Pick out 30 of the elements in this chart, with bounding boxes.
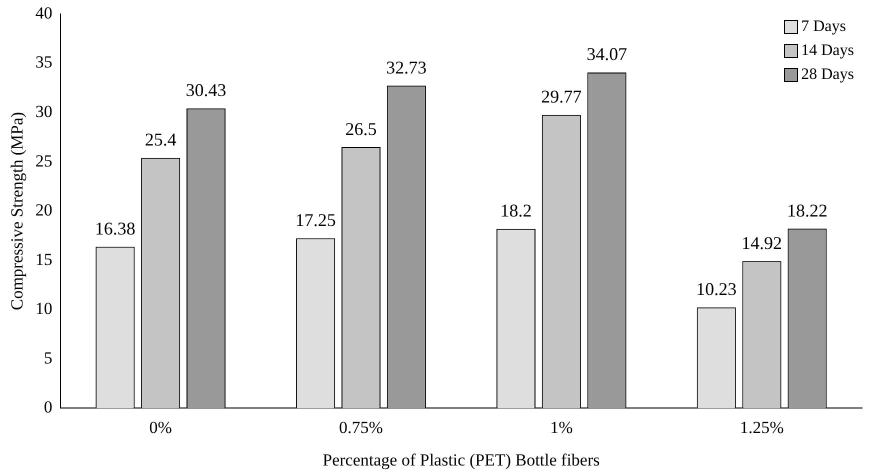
data-label: 16.38	[94, 218, 136, 239]
data-label: 14.92	[742, 232, 782, 253]
data-label: 10.23	[696, 279, 737, 300]
y-axis-title: Compressive Strength (MPa)	[8, 112, 27, 310]
y-tick-label: 5	[44, 348, 52, 368]
x-axis-title: Percentage of Plastic (PET) Bottle fibers	[322, 450, 600, 470]
legend-label: 14 Days	[801, 42, 854, 60]
data-label: 18.2	[500, 200, 532, 221]
legend-label: 7 Days	[801, 18, 846, 36]
y-tick-label: 20	[35, 200, 52, 220]
data-label: 25.4	[144, 130, 176, 150]
data-label: 30.43	[186, 80, 226, 100]
legend-label: 28 Days	[801, 66, 854, 84]
data-label: 32.73	[386, 57, 427, 78]
y-tick-label: 35	[35, 52, 52, 72]
y-tick-label: 30	[35, 102, 52, 122]
x-tick-label: 0%	[149, 418, 172, 437]
y-tick-label: 0	[44, 398, 52, 417]
x-tick-label: 1%	[550, 418, 573, 437]
data-label: 17.25	[295, 210, 336, 230]
data-label: 34.07	[586, 44, 628, 64]
x-tick-label: 0.75%	[339, 418, 383, 437]
y-tick-label: 25	[35, 151, 52, 170]
data-label: 26.5	[345, 118, 377, 139]
y-tick-label: 10	[35, 299, 52, 318]
x-tick-label: 1.25%	[740, 418, 784, 437]
y-tick-label: 40	[35, 3, 52, 22]
data-label: 18.22	[786, 200, 828, 220]
y-tick-label: 15	[35, 250, 52, 269]
data-label: 29.77	[541, 86, 582, 107]
